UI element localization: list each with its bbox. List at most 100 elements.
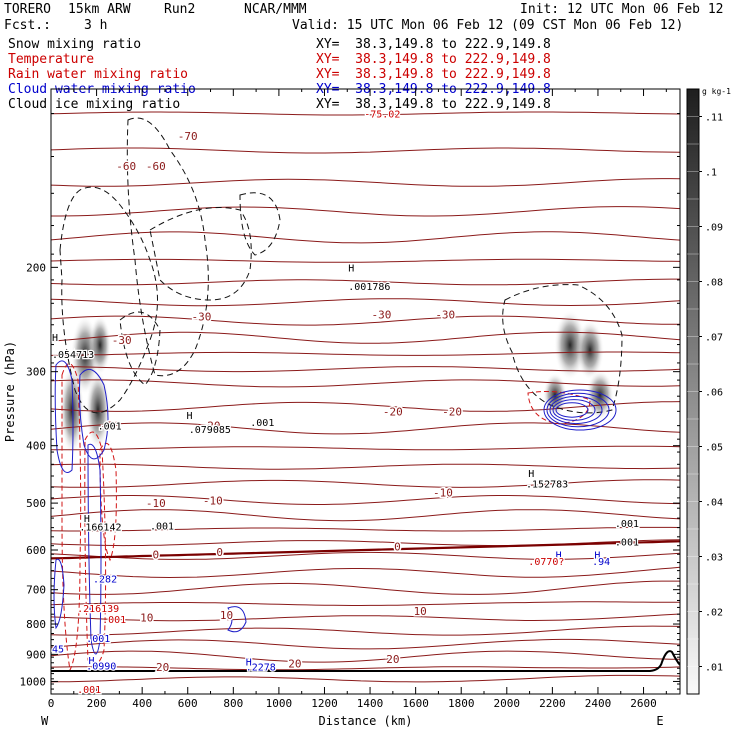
- isotherm-line: [51, 331, 680, 344]
- y-tick-label: 400: [26, 440, 46, 453]
- contour-annotation: H: [88, 656, 94, 667]
- colorbar: [686, 88, 700, 695]
- y-tick-label: 200: [26, 261, 46, 274]
- colorbar-tick-label: .04: [705, 498, 723, 509]
- contour-annotation: .054713: [52, 350, 94, 361]
- cloud-water-contour: [79, 368, 109, 460]
- cloud-water-contour: [227, 606, 247, 633]
- y-tick-label: 900: [26, 648, 46, 661]
- contour-annotation: .001: [250, 418, 274, 429]
- isotherm-line: [51, 178, 680, 187]
- init-time: Init: 12 UTC Mon 06 Feb 12: [520, 2, 724, 17]
- legend-label: Temperature: [8, 52, 95, 67]
- contour-annotation: .001: [102, 615, 126, 626]
- forecast-label: Fcst.:: [4, 18, 51, 33]
- legend-label: Snow mixing ratio: [8, 37, 142, 52]
- colorbar-tick-label: .1: [705, 168, 717, 179]
- contour-annotation: .216139: [77, 604, 119, 615]
- x-tick-label: 0: [48, 697, 55, 710]
- cloud-water-contour: [54, 360, 74, 473]
- contour-annotation: H: [52, 333, 58, 344]
- cloud-water-contour: [87, 443, 102, 655]
- isotherm-line: [51, 351, 680, 356]
- contour-annotation: .001: [150, 521, 174, 532]
- cloud-ice-contour: [126, 117, 209, 377]
- colorbar-tick-label: .09: [705, 223, 723, 234]
- isotherm-line: [51, 625, 680, 636]
- cloud-ice-contour: [59, 186, 158, 414]
- x-tick-label: 2400: [585, 697, 612, 710]
- run-label: Run2: [164, 2, 196, 17]
- temperature-contour-label: 10: [414, 605, 427, 618]
- temperature-contour-label: -20: [442, 405, 462, 418]
- isotherm-line: [51, 526, 680, 532]
- contour-annotation: H: [594, 550, 600, 561]
- temperature-contour-label: -20: [201, 420, 221, 433]
- rain-water-contour: [84, 431, 107, 665]
- cloud-water-contour: [549, 395, 603, 425]
- west-label: W: [41, 714, 49, 728]
- colorbar-tick-label: .11: [705, 113, 723, 124]
- isotherm-line: [51, 495, 680, 505]
- contour-annotation: .001: [86, 634, 110, 645]
- colorbar-tick-label: .01: [705, 663, 723, 674]
- legend-label: Cloud water mixing ratio: [8, 82, 196, 97]
- isotherm-line: [51, 379, 680, 388]
- y-axis-title: Pressure (hPa): [3, 341, 17, 442]
- contour-annotation: .152783: [526, 479, 568, 490]
- y-tick-label: 1000: [20, 675, 47, 688]
- y-tick-label: 500: [26, 497, 46, 510]
- legend-label: Cloud ice mixing ratio: [8, 97, 181, 112]
- x-axis-title: Distance (km): [319, 714, 413, 728]
- contour-annotation: .282: [93, 574, 117, 585]
- legend-xy-range: XY= 38.3,149.8 to 222.9,149.8: [316, 67, 551, 82]
- temperature-contour-label: 0: [216, 546, 223, 559]
- cloud-ice-contour: [119, 311, 161, 386]
- x-tick-label: 1600: [402, 697, 429, 710]
- cloud-ice-contour: [502, 284, 623, 414]
- cloud-water-contour: [53, 558, 65, 630]
- temperature-contour-label: -20: [383, 405, 403, 418]
- temperature-contour-label: -30: [435, 308, 455, 321]
- center-label: NCAR/MMM: [244, 2, 307, 17]
- contour-annotation: .001: [98, 422, 122, 433]
- isotherm-line: [51, 258, 680, 263]
- contour-annotation: .94: [592, 557, 610, 568]
- isotherm-line: [51, 206, 680, 217]
- isotherm-line: [51, 147, 680, 154]
- contour-annotation: .079085: [189, 425, 231, 436]
- x-tick-label: 600: [178, 697, 198, 710]
- freezing-level-line: [51, 540, 680, 560]
- y-tick-label: 300: [26, 366, 46, 379]
- x-tick-label: 2000: [494, 697, 521, 710]
- contour-annotation: H: [186, 411, 192, 422]
- isotherm-line: [51, 445, 680, 451]
- contour-annotation: H: [348, 263, 354, 274]
- temperature-contour-label: -30: [372, 308, 392, 321]
- isotherm-line: [51, 463, 680, 470]
- contour-annotation: .2278: [246, 663, 276, 674]
- east-label: E: [656, 714, 663, 728]
- isotherm-line: [51, 566, 680, 579]
- contour-annotation: H: [556, 550, 562, 561]
- rain-water-contour: [61, 363, 82, 672]
- cloud-ice-contour: [239, 192, 281, 256]
- x-tick-label: 2600: [630, 697, 657, 710]
- colorbar-tick-label: .08: [705, 278, 723, 289]
- temperature-contour-label: 20: [288, 657, 301, 670]
- x-tick-label: 1200: [311, 697, 338, 710]
- snow-shading: [586, 370, 614, 420]
- x-tick-label: 1800: [448, 697, 475, 710]
- isotherm-line: [51, 509, 680, 522]
- temperature-contour-label: -70: [178, 130, 198, 143]
- snow-shading: [543, 373, 567, 417]
- contour-annotation: .001: [77, 685, 101, 696]
- contour-annotation: 45: [52, 645, 64, 656]
- y-tick-label: 700: [26, 584, 46, 597]
- isotherm-line: [51, 539, 680, 547]
- isotherm-line: [51, 111, 680, 116]
- temperature-contour-label: -60: [146, 160, 166, 173]
- legend-xy-range: XY= 38.3,149.8 to 222.9,149.8: [316, 37, 551, 52]
- x-tick-label: 2200: [539, 697, 566, 710]
- isotherm-line: [51, 366, 680, 373]
